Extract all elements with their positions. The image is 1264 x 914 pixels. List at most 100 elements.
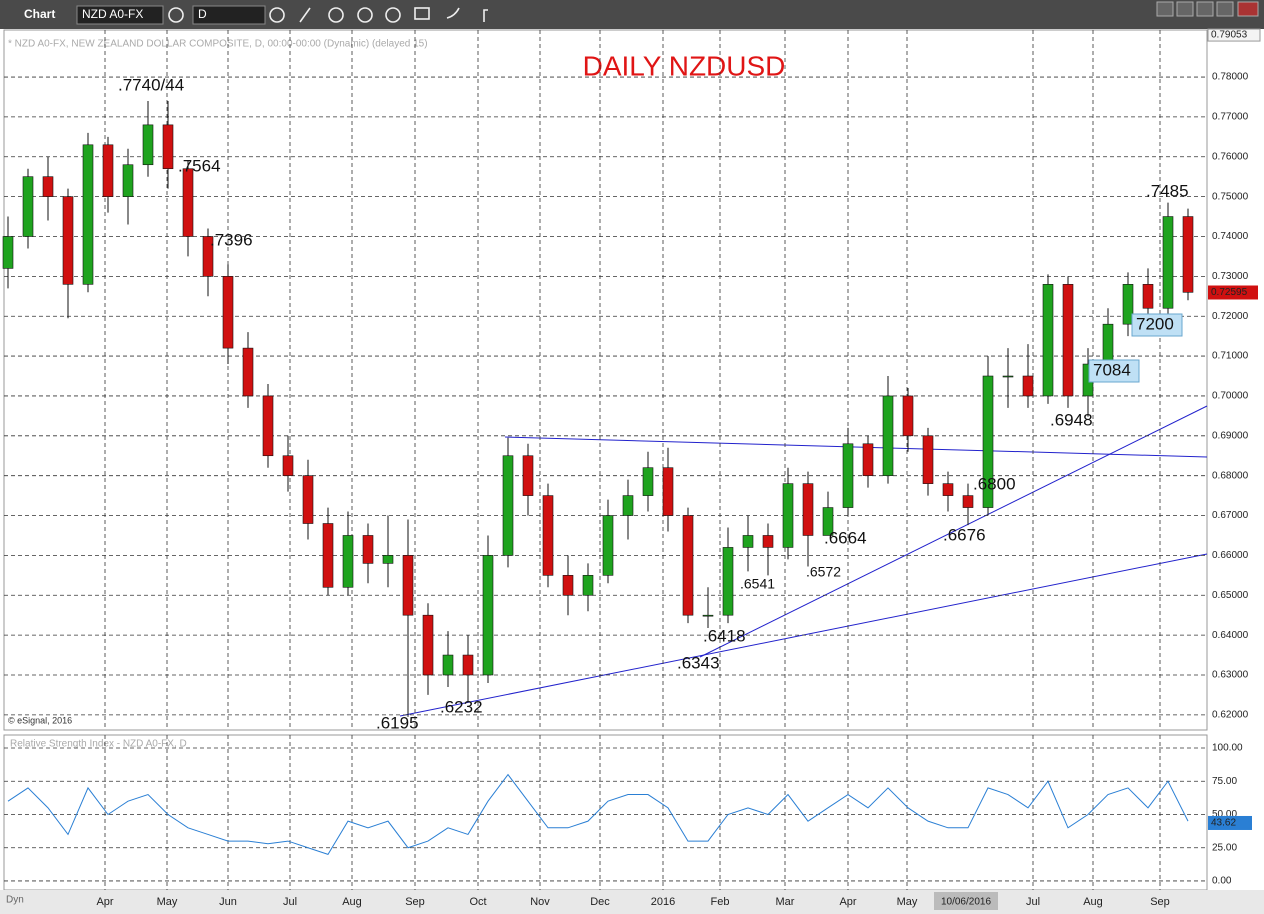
x-tick-label: Apr [839,896,856,908]
candle-body [82,144,94,285]
x-axis-band [0,890,1264,914]
annotation: .6676 [943,525,986,544]
y-tick-label: 0.64000 [1212,630,1249,641]
y-tick-label: 0.78000 [1212,72,1249,83]
candle-body [2,236,14,269]
candle-body [282,455,294,476]
y-tick-label: 0.69000 [1212,430,1249,441]
annotation: .6418 [703,626,746,645]
candle-body [682,515,694,616]
candle-body [322,523,334,588]
candle-body [882,395,894,476]
y-tick-label: 25.00 [1212,842,1237,853]
rsi-line [7,773,1189,855]
candle-body [342,535,354,588]
annotation: .6572 [806,564,841,580]
candle-body [1042,284,1054,397]
candle-body [22,176,34,237]
last-value-label: 0.72595 [1211,287,1248,298]
candle-body [642,467,654,496]
candle-body [222,276,234,349]
last-value-marker [1208,285,1258,300]
candle-body [182,168,194,237]
candle-body [102,144,114,197]
candle-body [862,443,874,476]
window-buttons[interactable] [1156,1,1259,17]
x-tick-label: 2016 [651,896,675,908]
candle-body [1022,375,1034,397]
cursor-label-box [934,892,998,910]
candle-body [542,495,554,576]
chart-title: DAILY NZDUSD [583,50,786,81]
candle-body [1142,284,1154,309]
y-tick-label: 0.63000 [1212,670,1249,681]
rsi-title: Relative Strength Index - NZD A0-FX, D [10,739,187,750]
cursor-label: 10/06/2016 [941,897,991,908]
chart-subtitle: * NZD A0-FX, NEW ZEALAND DOLLAR COMPOSIT… [8,39,428,50]
x-tick-label: Jun [219,896,237,908]
x-tick-label: Oct [469,896,486,908]
annotation-box [1088,359,1140,383]
candle-body [762,535,774,548]
candle-body [422,614,434,676]
candle-body [902,395,914,437]
annotation: .6343 [677,653,720,672]
candle-body [202,236,214,277]
y-tick-label: 0.67000 [1212,510,1249,521]
symbol[interactable]: NZD A0-FX [82,7,143,21]
candle-body [942,483,954,496]
x-tick-label: Sep [1150,896,1170,908]
annotation: .7485 [1146,181,1189,200]
last-value-label: 43.62 [1211,818,1236,829]
y-tick-label: 0.62000 [1212,709,1249,720]
x-tick-label: Nov [530,896,550,908]
candle-body [262,395,274,457]
candle-body [522,455,534,496]
candle-body [802,483,814,536]
x-tick-label: Mar [776,896,795,908]
toolbar-title: Chart [24,7,55,21]
x-tick-label: May [157,896,178,908]
candle-body [302,475,314,524]
interval-box[interactable] [192,5,266,25]
candle-body [722,547,734,616]
interval[interactable]: D [198,7,207,21]
top-value-label: 0.79053 [1211,30,1248,41]
candle-body [582,575,594,596]
symbol-box[interactable] [76,5,164,25]
candle-body [1102,323,1114,365]
candle-body [242,347,254,397]
candle-body [382,555,394,564]
top-value-marker [1207,28,1261,42]
x-tick-label: Jul [1026,896,1040,908]
x-tick-label: May [897,896,918,908]
y-tick-label: 0.70000 [1212,391,1249,402]
y-tick-label: 50.00 [1212,809,1237,820]
y-tick-label: 0.73000 [1212,271,1249,282]
annotation: .6232 [440,697,483,716]
candle-body [1182,216,1194,293]
annotation: .7564 [178,156,221,175]
x-tick-label: Feb [711,896,730,908]
toolbar-icons[interactable] [168,7,488,23]
annotation: .6195 [376,713,419,732]
candle-body [562,575,574,596]
plot: 0.62000 0.63000 0.64000 0.65000 0.66000 0.670… [2,28,1261,910]
candle-body [502,455,514,556]
annotation: .7740/44 [118,75,184,94]
annotation: .7396 [210,230,253,249]
footer: Dyn [6,895,24,906]
y-tick-label: 100.00 [1212,743,1243,754]
annotation: .6664 [824,528,867,547]
annotation: 7084 [1093,360,1131,379]
x-tick-label: Sep [405,896,425,908]
candle-body [442,654,454,676]
y-tick-label: 0.71000 [1212,351,1249,362]
toolbar [0,0,1264,29]
candle-body [982,375,994,508]
y-tick-label: 0.00 [1212,876,1232,887]
candle-body [1062,284,1074,397]
candle-body [462,654,474,676]
